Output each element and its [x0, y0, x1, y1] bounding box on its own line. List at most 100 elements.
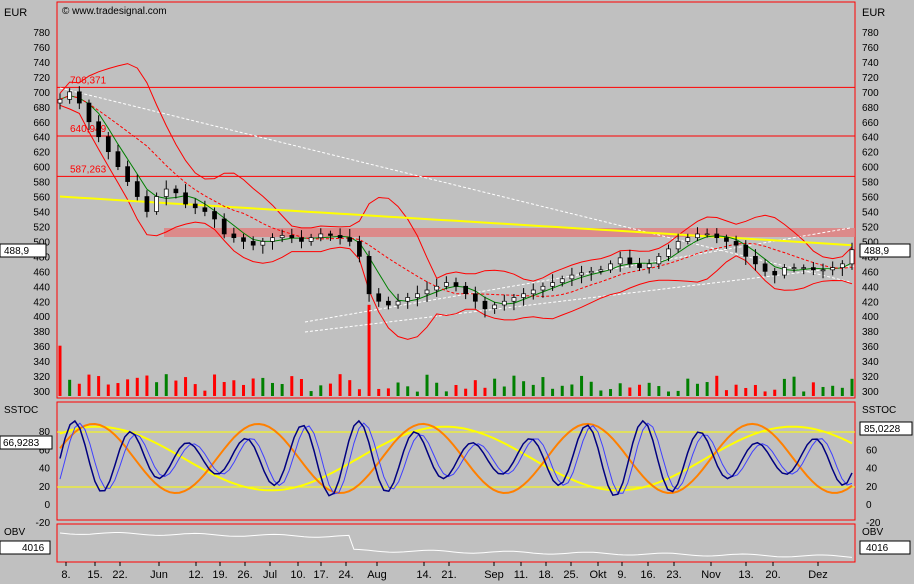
volume-bar	[348, 380, 352, 396]
candle-body	[811, 267, 816, 271]
candle-body	[337, 235, 343, 239]
volume-bar	[473, 380, 477, 396]
candle-body	[231, 233, 237, 239]
watermark: © www.tradesignal.com	[62, 6, 167, 17]
candle-body	[453, 282, 459, 287]
price-tick-label-left: 440	[33, 282, 50, 293]
price-tick-label-right: 360	[862, 342, 879, 353]
volume-bar	[541, 377, 545, 396]
candle-body	[202, 207, 208, 212]
volume-bar	[763, 391, 767, 396]
volume-bar	[782, 378, 786, 396]
sstoc-value-right: 85,0228	[864, 424, 901, 435]
candle-body	[463, 285, 469, 295]
x-tick-label: Okt	[589, 569, 606, 581]
level-label: 706,371	[70, 75, 107, 86]
price-tick-label-right: 520	[862, 222, 879, 233]
candle-body	[820, 269, 826, 272]
sstoc-tick-label-right: 0	[866, 500, 872, 511]
x-tick-label: 11.	[514, 569, 528, 581]
sstoc-tick-label-left: 80	[39, 427, 51, 438]
price-tick-label-left: 760	[33, 43, 50, 54]
horizontal-levels: 706,371 640,949 587,263	[57, 75, 855, 177]
candle-body	[714, 233, 720, 239]
volume-bar	[734, 384, 738, 396]
x-tick-label: 24.	[338, 569, 353, 581]
volume-bar	[802, 391, 806, 396]
candle-body	[830, 267, 836, 271]
volume-bar	[406, 386, 410, 396]
sstoc-tick-label-right: -20	[866, 518, 881, 529]
volume-bar	[821, 386, 825, 396]
price-tick-label-right: 560	[862, 193, 879, 204]
obv-value-left: 4016	[22, 543, 45, 554]
volume-bar	[328, 383, 332, 396]
candle-body	[617, 257, 623, 265]
volume-bar	[396, 382, 400, 396]
candle-body	[791, 267, 797, 269]
price-axis-unit-left: EUR	[4, 7, 27, 19]
price-tick-label-left: 700	[33, 88, 50, 99]
price-axis-right: 300 320 340 360 380 400 420 440 460 480 500 520 540 5…	[862, 28, 879, 398]
obv-panel-frame	[56, 523, 856, 563]
volume-bar	[145, 375, 149, 396]
volume-bars	[58, 304, 854, 396]
volume-bar	[840, 387, 844, 396]
candle-body	[540, 285, 546, 291]
price-axis-left: 300 320 340 360 380 400 420 440 460 480 500 520 540 5…	[33, 28, 50, 398]
candle-body	[434, 285, 440, 291]
last-price-right: 488,9	[864, 246, 889, 257]
obv-title-left: OBV	[4, 527, 25, 538]
sstoc-tick-label-right: 20	[866, 482, 878, 493]
volume-bar	[270, 382, 274, 396]
x-tick-label: 18.	[538, 569, 553, 581]
candle-body	[472, 293, 478, 302]
moving-average-red-dashed	[59, 95, 853, 297]
volume-bar	[242, 384, 246, 396]
volume-bar	[135, 377, 139, 396]
sstoc-tick-label-left: -20	[36, 518, 51, 529]
candle-body	[115, 151, 121, 167]
price-tick-label-right: 380	[862, 327, 879, 338]
volume-bar	[193, 384, 197, 396]
x-tick-label: Nov	[701, 569, 721, 581]
x-tick-label: 19.	[212, 569, 227, 581]
level-label: 587,263	[70, 164, 107, 175]
volume-bar	[464, 388, 468, 396]
last-price-badge-right	[859, 243, 911, 258]
candle-body	[328, 233, 333, 236]
price-tick-label-left: 660	[33, 118, 50, 129]
volume-bar	[184, 377, 188, 396]
volume-bar	[609, 389, 613, 396]
volume-bar	[251, 378, 255, 396]
volume-bar	[724, 390, 728, 396]
price-tick-label-left: 380	[33, 327, 50, 338]
volume-bar	[483, 387, 487, 396]
candle-body	[405, 297, 411, 302]
volume-bar	[164, 374, 168, 396]
candle-body	[559, 278, 565, 283]
price-panel-frame	[56, 1, 856, 399]
price-tick-label-left: 340	[33, 357, 50, 368]
price-tick-label-right: 720	[862, 73, 879, 84]
volume-bar	[560, 385, 564, 396]
price-tick-label-right: 340	[862, 357, 879, 368]
volume-bar	[155, 382, 159, 396]
x-tick-label: Aug	[367, 569, 387, 581]
volume-bar	[222, 382, 226, 396]
candle-body	[753, 256, 758, 265]
price-tick-label-right: 460	[862, 267, 879, 278]
volume-bar	[319, 385, 323, 396]
price-tick-label-right: 500	[862, 237, 879, 248]
volume-bar	[116, 383, 120, 396]
volume-bar	[280, 384, 284, 396]
price-tick-label-left: 740	[33, 58, 50, 69]
candle-body	[308, 237, 314, 242]
volume-bar	[444, 391, 448, 396]
x-tick-label: 14.	[416, 569, 431, 581]
price-tick-label-left: 420	[33, 297, 50, 308]
price-axis-unit-right: EUR	[862, 7, 885, 19]
x-tick-label: 8.	[61, 569, 70, 581]
volume-bar	[454, 384, 458, 396]
volume-bar	[647, 382, 651, 396]
